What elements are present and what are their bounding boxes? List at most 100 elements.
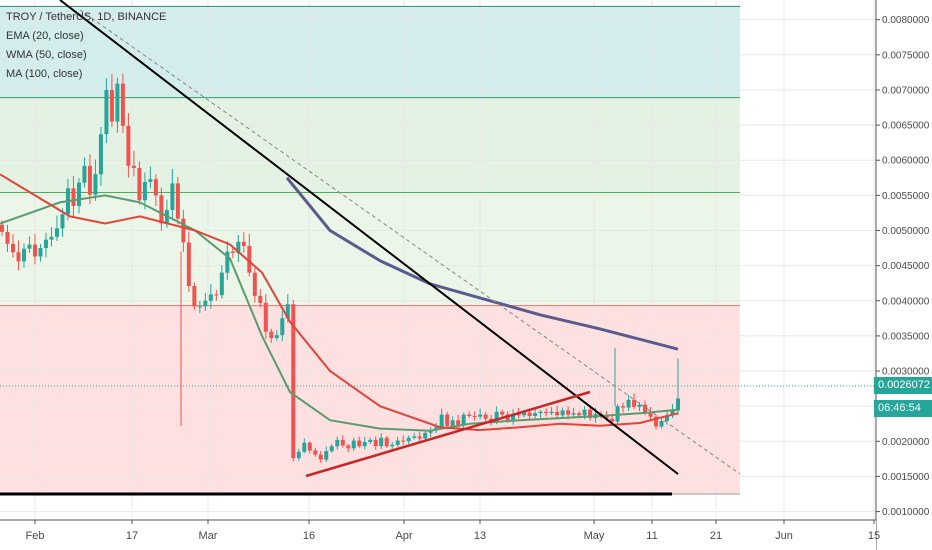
candle-body [87,165,92,195]
candle-body [533,413,538,416]
candle-body [296,451,301,459]
candle-body [560,410,565,416]
candle-body [527,412,532,416]
candle-body [115,83,120,122]
indicator-lines [0,173,679,432]
candle-body [610,418,615,422]
candle-body [208,294,213,301]
candle-body [390,444,395,447]
candle-body [351,440,356,449]
candle-body [395,440,400,445]
candle-countdown-badge: 06:46:54 [874,400,932,417]
candle-body [566,410,571,415]
candle-body [71,188,76,206]
x-tick-label: 15 [868,530,880,542]
candle-body [412,436,417,438]
candle-body [329,446,334,452]
candle-body [516,413,521,416]
candle-body [76,182,81,206]
candle-body [203,300,208,307]
candle-body [10,243,15,253]
candle-body [247,245,252,273]
x-tick-label: May [584,530,605,542]
candle-body [307,442,312,451]
candle-body [450,420,455,426]
time-axis-bg [0,520,876,550]
candle-body [368,439,373,442]
current-price-badge: 0.0026072 [874,377,932,394]
candle-body [472,416,477,417]
candle-body [241,241,246,246]
candle-body [588,409,593,419]
wma-line [285,176,679,351]
candle-body [225,251,230,273]
candle-body [274,335,279,338]
chart-legend: TROY / TetherUS, 1D, BINANCE EMA (20, cl… [6,8,166,84]
candle-body [82,165,87,183]
candle-body [467,414,472,416]
x-tick-label: 21 [710,530,722,542]
uptrend-line [305,390,591,478]
candle-body [21,248,26,262]
candle-body [197,306,202,308]
candle-body [384,437,389,447]
candle-body [313,450,318,455]
candle-body [27,244,32,249]
candle-body [230,251,235,253]
candle-body [549,411,554,414]
x-tick-label: Mar [199,530,218,542]
candle-body [181,218,186,243]
candle-body [32,244,37,257]
candle-body [379,437,384,447]
candle-body [236,241,241,253]
candle-body [637,404,642,407]
y-tick-label: 0.0060000 [882,156,930,167]
candle-body [186,242,191,286]
trend-lines [59,0,741,478]
candle-body [500,411,505,415]
candle-body [665,415,670,421]
candle-body [98,134,103,175]
candle-body [362,442,367,447]
candle-body [269,331,274,338]
candle-body [142,182,147,201]
legend-symbol: TROY / TetherUS, 1D, BINANCE [6,11,167,23]
legend-ema: EMA (20, close) [6,30,84,42]
candle-body [357,440,362,447]
candle-body [555,411,560,416]
x-tick-label: 17 [126,530,138,542]
candle-body [258,295,263,303]
y-tick-label: 0.0010000 [882,507,930,518]
candle-body [153,179,158,196]
candle-body [219,272,224,296]
candle-body [192,286,197,307]
candle-body [175,183,180,219]
candle-body [434,427,439,431]
candle-body [263,302,268,332]
candle-body [439,414,444,428]
candle-body [49,236,54,240]
candle-body [511,413,516,421]
candle-body [406,437,411,442]
x-tick-label: Apr [395,530,412,542]
candle-body [170,183,175,211]
candle-body [38,248,43,257]
fibonacci-zones [0,6,740,494]
candle-body [483,414,488,419]
y-tick-label: 0.0050000 [882,226,930,237]
candle-body [621,406,626,408]
candle-body [478,414,483,417]
ma-line [0,173,679,432]
candle-body [626,399,631,408]
candle-body [461,414,466,426]
candle-body [280,318,285,336]
candle-body [571,413,576,415]
candle-body [346,445,351,449]
y-tick-label: 0.0040000 [882,296,930,307]
candle-body [456,420,461,426]
candle-body [60,214,65,229]
candle-body [104,89,109,135]
candle-body [577,413,582,416]
